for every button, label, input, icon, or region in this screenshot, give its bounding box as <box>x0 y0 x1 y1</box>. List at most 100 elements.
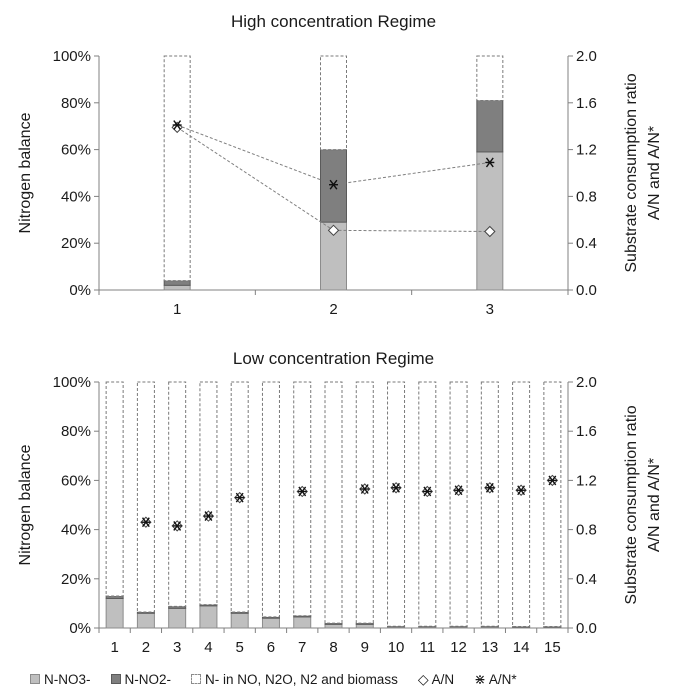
low-bar-no3 <box>324 623 343 629</box>
low-y2tick-label: 0.4 <box>576 571 597 588</box>
high-xtick-label: 2 <box>329 301 337 318</box>
low-bar-gas <box>355 381 374 624</box>
low-marker-an-star-stroke <box>360 484 369 494</box>
low-bar-gas <box>512 381 531 628</box>
low-marker-an-star-stroke <box>298 486 307 497</box>
high-y2label-line1: Substrate consumption ratio <box>623 73 640 272</box>
low-xtick-label: 2 <box>142 639 150 656</box>
low-marker-an-star-stroke <box>235 492 244 503</box>
low-bar-no3 <box>355 623 374 629</box>
high-xtick-label: 3 <box>486 301 494 318</box>
low-xtick-label: 4 <box>204 639 212 656</box>
low-marker-an-star <box>547 475 557 486</box>
high-line-an <box>176 126 334 231</box>
low-y2tick-label: 2.0 <box>576 374 597 391</box>
low-xtick-label: 5 <box>236 639 244 656</box>
low-bar-gas <box>293 381 312 617</box>
low-bar-gas <box>261 381 280 618</box>
legend-swatch-no3 <box>30 674 40 684</box>
low-bar-gas <box>199 381 218 606</box>
high-line-an-star <box>176 124 334 186</box>
high-y2tick-label: 0.8 <box>576 188 597 205</box>
chart-legend: N-NO3- N-NO2- N- in NO, N2O, N2 and biom… <box>30 668 670 690</box>
high-bar-gas <box>163 55 191 282</box>
low-y2tick-label: 1.2 <box>576 472 597 489</box>
high-marker-an-star <box>329 179 338 190</box>
low-xtick-label: 10 <box>388 639 405 656</box>
high-marker-an <box>327 224 340 237</box>
high-ytick-label: 60% <box>61 142 91 159</box>
high-ytick-label: 100% <box>53 48 91 65</box>
legend-asterisk-icon: ⋇ <box>474 670 486 687</box>
low-marker-an-star-stroke <box>204 511 213 521</box>
low-ytick-label: 40% <box>61 522 91 539</box>
low-y2tick-label: 0.0 <box>576 620 597 637</box>
low-xtick-label: 13 <box>481 639 498 656</box>
legend-label-an: A/N <box>431 671 455 687</box>
high-ytick-label: 20% <box>61 235 91 252</box>
low-marker-an-star <box>485 482 495 493</box>
low-marker-an-star-stroke <box>517 485 526 496</box>
high-line-an <box>333 229 490 232</box>
low-y2label-line2: A/N and A/N* <box>646 458 663 552</box>
low-ytick-label: 0% <box>69 620 91 637</box>
high-marker-an-star-stroke <box>485 157 494 168</box>
low-y2label-line1: Substrate consumption ratio <box>623 405 640 604</box>
low-ytick-label: 80% <box>61 423 91 440</box>
low-xtick-label: 3 <box>173 639 181 656</box>
high-title: High concentration Regime <box>231 12 436 31</box>
high-marker-an-star-stroke <box>173 120 182 130</box>
high-bar-gas <box>320 55 347 151</box>
low-title: Low concentration Regime <box>233 349 434 368</box>
low-xtick-label: 9 <box>361 639 369 656</box>
low-marker-an-star <box>172 520 182 531</box>
high-marker-an-star <box>172 120 182 130</box>
high-bar-gas <box>476 55 504 101</box>
chart-high-concentration: High concentration Regime 0% 20% 40% 60% 80% 1… <box>17 12 663 318</box>
low-y2tick-label: 0.8 <box>576 522 597 539</box>
low-xtick-label: 12 <box>450 639 467 656</box>
high-ytick-label: 0% <box>69 282 91 299</box>
low-marker-an-star-stroke <box>485 482 494 493</box>
low-bar-no3 <box>199 605 218 629</box>
high-marker-an-star <box>485 157 495 168</box>
low-ytick-label: 100% <box>53 374 91 391</box>
high-y2tick-label: 2.0 <box>576 48 597 65</box>
high-bar-no3 <box>163 284 191 291</box>
high-y2tick-label: 1.6 <box>576 95 597 112</box>
low-xtick-label: 14 <box>513 639 530 656</box>
low-bar-gas <box>105 381 124 597</box>
chart-low-concentration: Low concentration Regime 0% 20% 40% 60% 80% 10… <box>17 349 663 656</box>
high-line-an-star <box>333 161 490 186</box>
high-bar-no2 <box>163 280 191 286</box>
legend-swatch-no2 <box>110 674 121 684</box>
low-ylabel: Nitrogen balance <box>17 444 34 565</box>
high-ylabel: Nitrogen balance <box>17 112 34 233</box>
low-marker-an-star-stroke <box>392 482 400 493</box>
low-marker-an-star <box>454 485 464 496</box>
low-ytick-label: 60% <box>61 472 91 489</box>
low-ytick-label: 20% <box>61 571 91 588</box>
high-bar-no2 <box>320 149 347 223</box>
low-bar-no3 <box>293 616 312 629</box>
high-marker-an-star-stroke <box>329 179 338 190</box>
legend-label-no3: N-NO3- <box>44 671 91 687</box>
high-y2tick-label: 1.2 <box>576 142 597 159</box>
low-marker-an-star-stroke <box>548 475 557 486</box>
legend-item-an: ◇ A/N <box>418 671 454 688</box>
high-y2tick-label: 0.4 <box>576 235 597 252</box>
low-bar-gas <box>168 381 187 607</box>
low-marker-an-star <box>203 511 213 521</box>
high-bar-no3 <box>476 151 504 291</box>
high-y2label-line2: A/N and A/N* <box>646 126 663 220</box>
low-marker-an-star <box>422 486 432 497</box>
legend-swatch-gas <box>191 674 201 684</box>
low-bar-no3 <box>168 607 187 629</box>
legend-item-gas: N- in NO, N2O, N2 and biomass <box>191 672 398 687</box>
low-bar-gas <box>387 381 406 627</box>
legend-label-gas: N- in NO, N2O, N2 and biomass <box>205 671 398 687</box>
low-marker-an-star-stroke <box>173 520 182 531</box>
legend-item-no2: N-NO2- <box>110 672 171 687</box>
high-ytick-label: 40% <box>61 188 91 205</box>
